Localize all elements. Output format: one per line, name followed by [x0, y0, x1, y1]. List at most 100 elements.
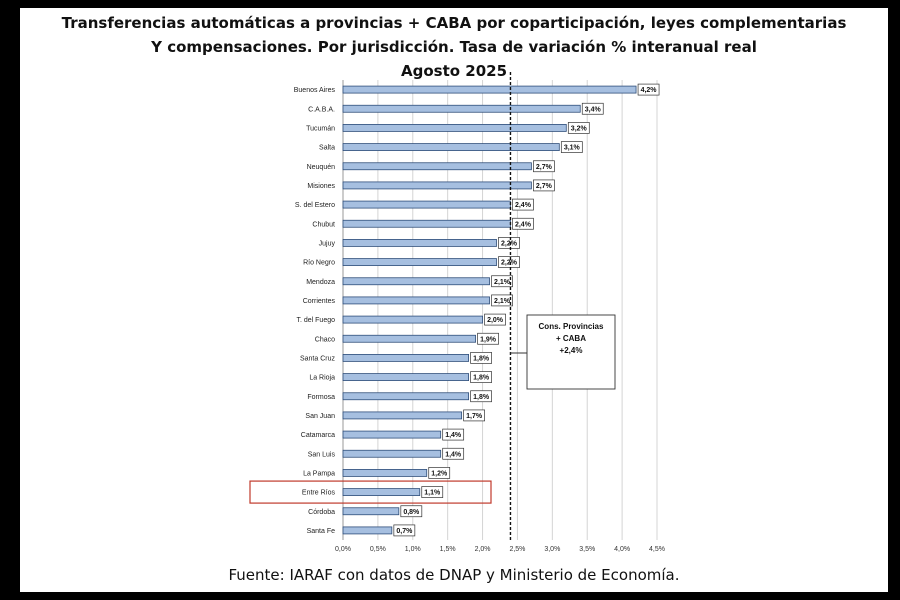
bar [342, 258, 497, 266]
data-label: 2,1% [494, 298, 511, 305]
data-label-box [533, 160, 555, 173]
x-tick-label: 1,5% [440, 546, 456, 553]
data-label: 1,4% [445, 432, 462, 439]
data-label-box [477, 332, 499, 345]
data-label-box [567, 122, 590, 134]
x-tick-label: 1,0% [405, 546, 421, 553]
category-label: Corrientes [303, 298, 336, 305]
bar [342, 143, 560, 151]
category-label: Chubut [312, 221, 335, 228]
data-label: 2,7% [536, 183, 553, 190]
data-label-box [470, 371, 492, 383]
chart-title-line-1: Transferencias automáticas a provincias … [61, 14, 847, 32]
bar [342, 315, 483, 324]
bar [342, 162, 532, 171]
bar [342, 526, 393, 535]
data-label-box [428, 467, 451, 479]
bar [342, 181, 532, 190]
category-label: S. del Estero [295, 202, 335, 209]
category-label: Mendoza [306, 279, 335, 286]
data-label: 4,2% [641, 87, 658, 94]
annotation-text: + CABA [556, 334, 586, 343]
bar [342, 411, 463, 420]
data-label: 1,1% [424, 490, 441, 497]
annotation-text: +2,4% [560, 346, 583, 355]
category-label: Catamarca [301, 432, 335, 439]
data-label-box [498, 256, 520, 268]
data-label-box [470, 352, 492, 364]
category-label: C.A.B.A. [308, 106, 335, 113]
x-tick-label: 3,0% [544, 546, 560, 553]
data-label: 3,1% [564, 145, 581, 152]
x-tick-label: 0,5% [370, 546, 386, 553]
data-label-box [442, 447, 465, 460]
data-label: 1,4% [445, 451, 462, 458]
category-label: San Luis [308, 451, 336, 458]
data-label: 3,2% [571, 125, 588, 132]
bar [342, 85, 637, 94]
category-label: La Rioja [309, 375, 335, 382]
category-label: Río Negro [303, 260, 335, 267]
data-label: 1,8% [473, 375, 490, 382]
source-note: Fuente: IARAF con datos de DNAP y Minist… [228, 566, 680, 584]
data-label-box [442, 428, 465, 441]
data-label: 1,8% [473, 394, 490, 401]
data-label-box [637, 83, 660, 96]
category-label: Santa Fe [307, 528, 336, 535]
bar [342, 239, 497, 247]
bar [342, 124, 567, 132]
data-label: 3,4% [585, 106, 602, 113]
category-label: Córdoba [308, 509, 335, 516]
bar [342, 488, 421, 496]
category-label: Misiones [307, 183, 335, 190]
data-label: 2,1% [494, 279, 511, 286]
highlight-box [249, 480, 492, 504]
category-label: Tucumán [306, 125, 335, 132]
data-label-box [512, 198, 534, 211]
data-label: 2,0% [487, 317, 504, 324]
category-label: Salta [319, 145, 335, 152]
data-label-box [400, 505, 423, 518]
bar [342, 449, 442, 458]
bar [342, 277, 490, 286]
data-label: 2,4% [515, 221, 532, 228]
data-label-box [581, 102, 604, 115]
category-label: T. del Fuego [296, 317, 335, 324]
data-label-box [463, 409, 485, 422]
data-label: 1,8% [473, 355, 490, 362]
data-label: 1,9% [480, 336, 497, 343]
data-label-box [498, 237, 520, 249]
bar [342, 354, 469, 362]
category-label: Santa Cruz [300, 355, 336, 362]
bar [342, 430, 442, 439]
category-label: Chaco [315, 336, 335, 343]
data-label-box [491, 294, 513, 307]
category-label: Entre Ríos [302, 490, 336, 497]
bar [342, 392, 469, 401]
data-label: 2,2% [501, 260, 518, 267]
category-label: Neuquén [307, 164, 336, 171]
bar [342, 200, 511, 209]
data-label-box [491, 275, 513, 288]
x-tick-label: 3,5% [579, 546, 595, 553]
bar [342, 507, 400, 516]
bar [342, 334, 476, 343]
bar [342, 104, 581, 113]
data-label: 0,8% [403, 509, 420, 516]
data-label: 0,7% [396, 528, 413, 535]
data-label-box [470, 390, 492, 403]
data-label: 1,7% [466, 413, 483, 420]
bar-chart: 0,0% 0,5% 1,0% 1,5% 2,0% 2,5% 3,0% 3,5% 4,0% 4,5%… [249, 72, 665, 553]
data-label: 2,4% [515, 202, 532, 209]
data-label: 2,2% [501, 240, 518, 247]
x-tick-label: 4,0% [614, 546, 630, 553]
data-label: 1,2% [431, 470, 448, 477]
category-label: La Pampa [303, 470, 335, 477]
annotation-text: Cons. Provincias [539, 322, 604, 331]
category-label: Buenos Aires [294, 87, 336, 94]
x-tick-label: 0,0% [335, 546, 351, 553]
data-label: 2,7% [536, 164, 553, 171]
category-label: Jujuy [319, 240, 336, 247]
annotation-box [526, 314, 616, 390]
x-tick-label: 4,5% [649, 546, 665, 553]
